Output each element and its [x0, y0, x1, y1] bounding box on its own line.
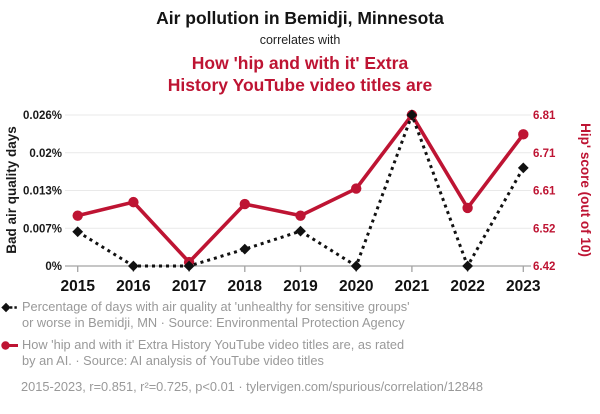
data-point-hip-score	[462, 202, 473, 214]
legend-label-air-quality: Percentage of days with air quality at '…	[22, 299, 410, 330]
data-point-hip-score	[518, 129, 529, 140]
page-title: Air pollution in Bemidji, Minnesota	[156, 8, 444, 28]
data-point-hip-score	[72, 210, 83, 221]
data-point-bad-air-quality-days	[517, 162, 529, 174]
data-point-bad-air-quality-days	[128, 260, 139, 272]
correlate-title: How 'hip and with it' Extra History YouT…	[167, 53, 433, 95]
right-tick-label: 6.42	[533, 261, 555, 273]
left-tick-label: 0.026%	[23, 110, 62, 122]
right-tick-label: 6.71	[533, 148, 556, 160]
legend-label-hip-score: How 'hip and with it' Extra History YouT…	[22, 337, 405, 368]
data-point-bad-air-quality-days	[406, 109, 418, 121]
year-label: 2018	[228, 278, 263, 295]
year-label: 2020	[339, 278, 373, 295]
stats-footer: 2015-2023, r=0.851, r²=0.725, p<0.01 · t…	[21, 379, 484, 394]
year-label: 2017	[172, 278, 206, 295]
legend: Percentage of days with air quality at '…	[0, 299, 600, 395]
left-tick-label: 0%	[45, 261, 62, 273]
year-label: 2015	[60, 278, 95, 295]
left-tick-label: 0.02%	[29, 148, 62, 160]
data-point-hip-score	[128, 196, 139, 208]
correlation-chart: 0% 6.42 0.007% 6.52 0.013% 6.61 0.02% 6.71 0.026…	[4, 109, 593, 295]
header: Air pollution in Bemidji, Minnesota corr…	[0, 0, 600, 96]
right-axis-title: Hip' score (out of 10)	[578, 123, 593, 257]
data-point-hip-score	[351, 183, 362, 194]
data-point-bad-air-quality-days	[72, 226, 84, 238]
right-tick-label: 6.52	[533, 223, 555, 235]
data-point-bad-air-quality-days	[350, 260, 362, 272]
left-tick-label: 0.007%	[23, 223, 62, 235]
year-label: 2016	[116, 278, 151, 295]
year-label: 2019	[283, 278, 318, 295]
black-diamond-series-icon	[1, 302, 18, 313]
year-label: 2021	[395, 278, 430, 295]
legend-item-air-quality: Percentage of days with air quality at '…	[1, 299, 600, 330]
data-point-bad-air-quality-days	[295, 225, 306, 237]
right-tick-label: 6.61	[533, 186, 556, 198]
data-point-hip-score	[239, 198, 250, 210]
left-tick-label: 0.013%	[23, 186, 62, 198]
right-tick-label: 6.81	[533, 110, 556, 122]
left-axis-title: Bad air quality days	[4, 126, 19, 254]
year-label: 2023	[506, 278, 541, 295]
year-label: 2022	[450, 278, 484, 295]
red-circle-series-icon	[1, 341, 18, 350]
legend-item-hip-score: How 'hip and with it' Extra History YouT…	[1, 337, 600, 368]
data-point-bad-air-quality-days	[239, 243, 251, 255]
data-point-bad-air-quality-days	[462, 260, 473, 272]
connector-text: correlates with	[259, 33, 341, 47]
data-point-hip-score	[295, 210, 306, 221]
